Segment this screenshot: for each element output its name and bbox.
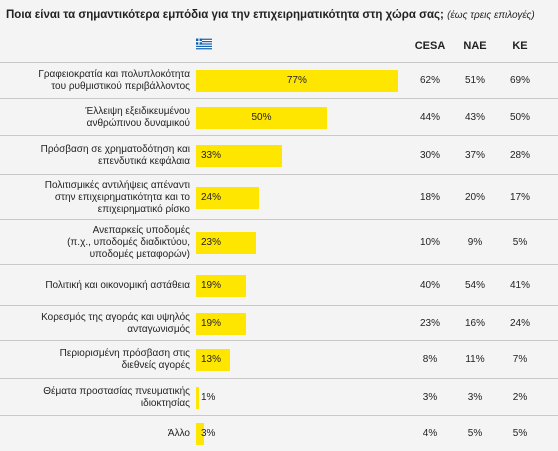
table-cell: 9% [467,236,483,248]
table-row: Έλλειψη εξειδικευμένου ανθρώπινου δυναμι… [0,98,558,136]
row-label: Έλλειψη εξειδικευμένου ανθρώπινου δυναμι… [85,105,190,129]
table-cell: 5% [512,236,528,248]
table-cell: 10% [419,236,440,248]
bar-label: 13% [201,354,222,365]
table-row: Πολιτισμικές αντιλήψεις απέναντι στην επ… [0,174,558,220]
table-cell: 40% [419,279,440,291]
table-row: Άλλο 3% 4% 5% 5% [0,415,558,451]
table-row: Περιορισμένη πρόσβαση στις διεθνείς αγορ… [0,340,558,379]
table-cell: 4% [422,427,438,439]
bar [196,386,199,409]
bar [196,422,204,445]
bar [196,70,398,92]
bar-label: 1% [201,391,216,403]
table-cell: 5% [512,427,528,439]
title-text: Ποια είναι τα σημαντικότερα εμπόδια για … [6,9,444,21]
bar-label: 19% [201,279,222,291]
table-cell: 3% [422,391,438,403]
table-cell: 41% [509,279,530,291]
table-row: Πολιτική και οικονομική αστάθεια 19% 40% 54… [0,264,558,306]
column-header: ΚΕ [512,40,528,52]
greek-flag [196,38,212,50]
table-cell: 8% [422,354,438,365]
title: Ποια είναι τα σημαντικότερα εμπόδια για … [6,9,535,21]
table-cell: 5% [467,427,483,439]
bar-label: 19% [201,317,222,329]
bar-label: 23% [201,236,222,248]
bar [196,349,231,371]
table-cell: 7% [512,354,528,365]
table-cell: 24% [509,317,530,329]
table-row: Γραφειοκρατία και πολυπλοκότητα του ρυθμ… [0,62,558,99]
bar [196,186,259,209]
table-cell: 54% [464,279,485,291]
table-cell: 16% [464,317,485,329]
table-cell: 69% [509,75,530,86]
table-cell: 44% [419,111,440,123]
row-label: Ανεπαρκείς υποδομές (π.χ., υποδομές διαδ… [67,224,190,260]
table-cell: 30% [419,149,440,161]
bar-label: 3% [201,427,216,439]
bar-label: 77% [286,75,307,86]
row-label: Πολιτισμικές αντιλήψεις απέναντι στην επ… [44,179,190,215]
table-cell: 51% [464,75,485,86]
column-header: ΝΑΕ [463,40,487,52]
row-label: Άλλο [167,427,190,439]
bar [196,231,257,254]
bar [196,274,246,297]
table-row: Ανεπαρκείς υποδομές (π.χ., υποδομές διαδ… [0,219,558,265]
table-cell: 3% [467,391,483,403]
row-label: Κορεσμός της αγοράς και υψηλός ανταγωνισ… [41,311,190,335]
table-row: Κορεσμός της αγοράς και υψηλός ανταγωνισ… [0,305,558,341]
table-cell: 62% [419,75,440,86]
table-cell: 28% [509,149,530,161]
bar [196,144,283,167]
bar-label: 33% [201,149,222,161]
row-label: Περιορισμένη πρόσβαση στις διεθνείς αγορ… [59,348,190,371]
row-label: Πολιτική και οικονομική αστάθεια [45,279,190,291]
table-cell: 20% [464,191,485,203]
table-row: Πρόσβαση σε χρηματοδότηση και επενδυτικά… [0,135,558,175]
subtitle: (έως τρεις επιλογές) [447,10,535,21]
table-cell: 2% [512,391,528,403]
table-cell: 17% [509,191,530,203]
row-label: Πρόσβαση σε χρηματοδότηση και επενδυτικά… [40,143,190,167]
bar [196,312,246,335]
table-cell: 43% [464,111,485,123]
bar [196,106,327,129]
column-header: CESA [414,40,446,52]
row-label: Θέματα προστασίας πνευματικής ιδιοκτησία… [43,385,190,409]
row-label: Γραφειοκρατία και πολυπλοκότητα του ρυθμ… [38,69,190,92]
table-cell: 11% [465,354,485,365]
table-cell: 18% [419,191,440,203]
bar-label: 24% [201,191,222,203]
table-cell: 37% [464,149,485,161]
table-cell: 50% [509,111,530,123]
table-cell: 23% [419,317,440,329]
table-row: Θέματα προστασίας πνευματικής ιδιοκτησία… [0,378,558,416]
bar-label: 50% [251,111,272,123]
